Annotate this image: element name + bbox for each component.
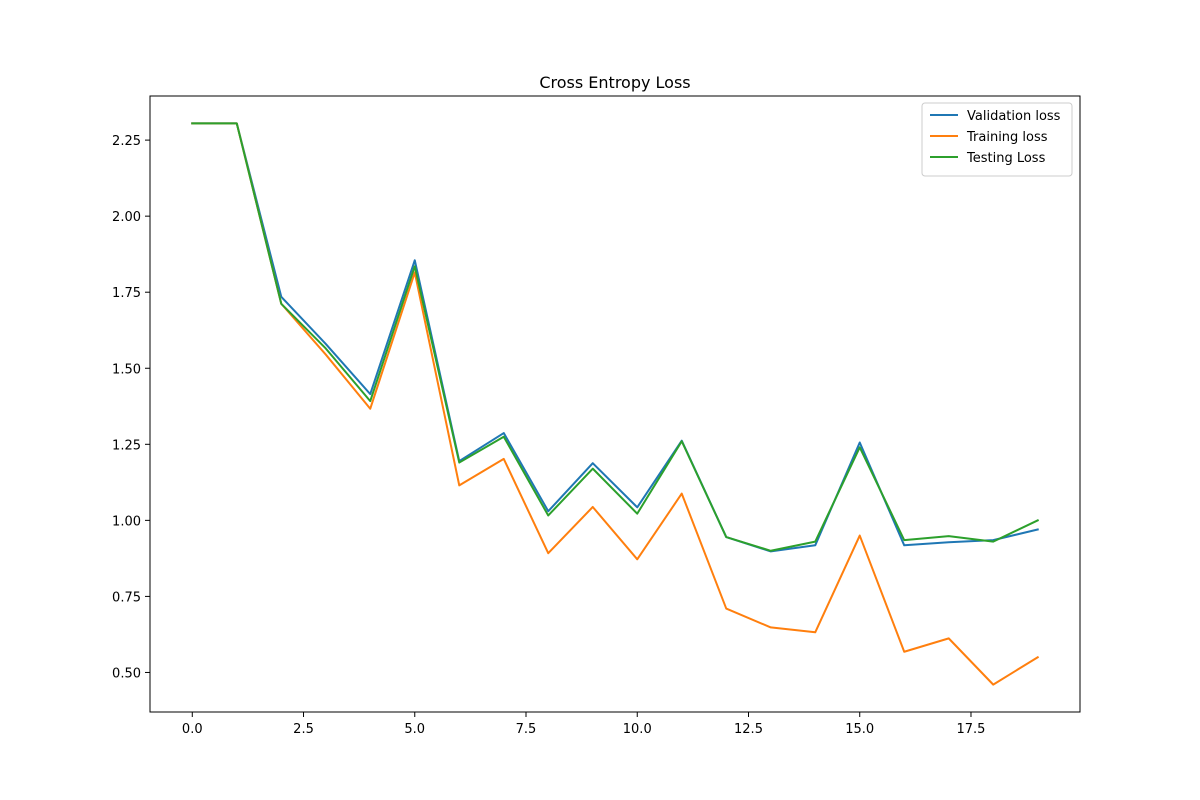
- y-tick-label: 1.25: [112, 438, 141, 453]
- legend: Validation loss Training loss Testing Loss: [921, 102, 1073, 177]
- y-tick-label: 2.25: [112, 134, 141, 149]
- x-tick-label: 15.0: [845, 722, 874, 737]
- y-tick-label: 0.75: [112, 590, 141, 605]
- y-tick-label: 1.00: [112, 514, 141, 529]
- x-tick-label: 17.5: [957, 722, 986, 737]
- legend-box: [921, 102, 1073, 177]
- series-line-1: [191, 122, 1039, 553]
- y-tick-label: 2.00: [112, 210, 141, 225]
- legend-label-1: Validation loss: [967, 109, 1061, 124]
- x-tick-label: 2.5: [293, 722, 314, 737]
- y-tick-label: 1.75: [112, 286, 141, 301]
- legend-label-2: Training loss: [966, 130, 1048, 145]
- plot-area: 0.0 2.5 5.0 7.5 10.0 12.5 15.0 17.5 0.50 0.75 1.00…: [112, 95, 1081, 737]
- series-line-2: [191, 122, 1040, 686]
- x-tick-label: 0.0: [182, 722, 203, 737]
- x-tick-label: 7.5: [516, 722, 537, 737]
- chart-title: Cross Entropy Loss: [539, 73, 690, 92]
- axes-frame: [149, 95, 1081, 713]
- legend-label-3: Testing Loss: [966, 151, 1046, 166]
- y-tick-label: 0.50: [112, 666, 141, 681]
- y-tick-label: 1.50: [112, 362, 141, 377]
- x-tick-label: 12.5: [734, 722, 763, 737]
- x-tick-label: 10.0: [623, 722, 652, 737]
- series-line-3: [191, 122, 1040, 552]
- x-tick-label: 5.0: [404, 722, 425, 737]
